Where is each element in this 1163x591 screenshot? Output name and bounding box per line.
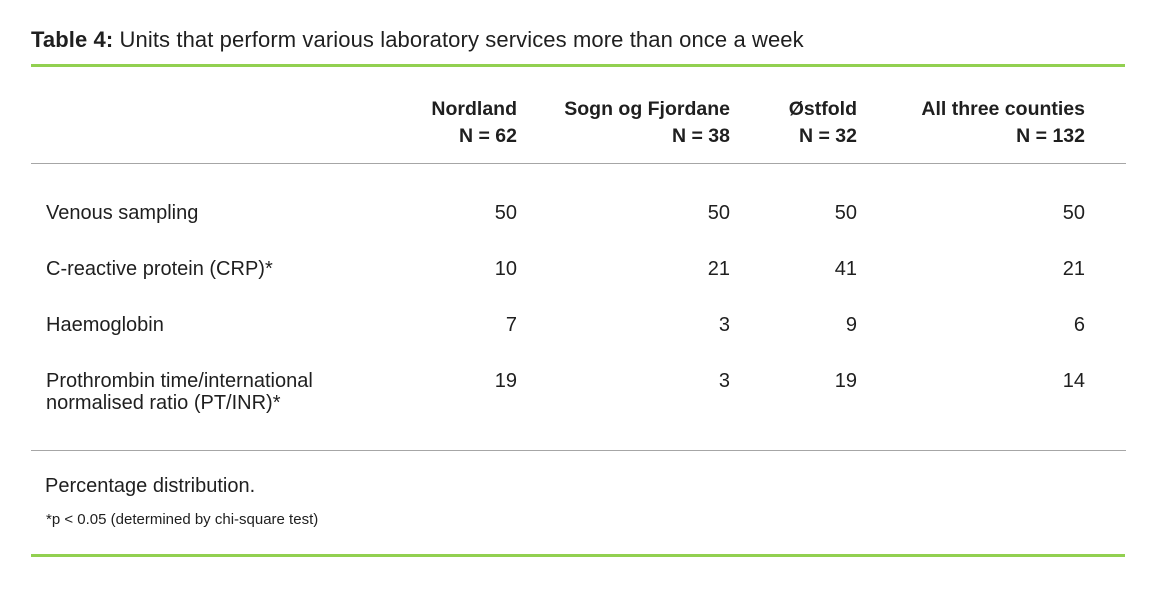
column-sample-size: N = 132: [1016, 125, 1085, 147]
cell-value: 21: [707, 258, 730, 280]
row-label: C-reactive protein (CRP)*: [46, 258, 273, 280]
cell-value: 41: [834, 258, 857, 280]
header-divider: [31, 163, 1126, 164]
footer-divider: [31, 450, 1126, 451]
table-note: Percentage distribution.: [45, 475, 256, 497]
header-cell-sogn-og-fjordane: Sogn og Fjordane N = 38: [517, 96, 730, 150]
spacer: [31, 431, 1163, 450]
cell-value: 50: [834, 202, 857, 224]
table-caption-label: Table 4:: [31, 27, 114, 52]
table-caption-text: Units that perform various laboratory se…: [119, 27, 804, 52]
cell-value: 3: [718, 370, 730, 392]
cell-value: 21: [1062, 258, 1085, 280]
table-row-venous-sampling: Venous sampling 50 50 50 50: [31, 185, 1085, 241]
header-cell-all-three-counties: All three counties N = 132: [857, 96, 1085, 150]
row-label: Haemoglobin: [46, 314, 164, 336]
cell-value: 50: [707, 202, 730, 224]
column-name: Nordland: [431, 98, 517, 120]
cell-value: 50: [494, 202, 517, 224]
column-sample-size: N = 38: [672, 125, 730, 147]
table-footnote: *p < 0.05 (determined by chi-square test…: [46, 511, 319, 528]
row-label: Venous sampling: [46, 202, 199, 224]
table-header-row: Nordland N = 62 Sogn og Fjordane N = 38 …: [31, 67, 1085, 163]
table-row-haemoglobin: Haemoglobin 7 3 9 6: [31, 297, 1085, 353]
paper-table-figure: Table 4: Units that perform various labo…: [31, 26, 1163, 557]
cell-value: 10: [494, 258, 517, 280]
bottom-green-divider: [31, 554, 1125, 557]
table-row-crp: C-reactive protein (CRP)* 10 21 41 21: [31, 241, 1085, 297]
row-label: Prothrombin time/international normalise…: [46, 370, 313, 414]
table-body: Venous sampling 50 50 50 50 C-reactive p…: [31, 164, 1163, 431]
data-table: Nordland N = 62 Sogn og Fjordane N = 38 …: [31, 67, 1163, 451]
column-sample-size: N = 62: [459, 125, 517, 147]
cell-value: 6: [1073, 314, 1085, 336]
cell-value: 19: [494, 370, 517, 392]
spacer: [31, 529, 1163, 554]
table-row-pt-inr: Prothrombin time/international normalise…: [31, 353, 1085, 431]
top-green-divider: [31, 64, 1125, 67]
cell-value: 19: [834, 370, 857, 392]
cell-value: 50: [1062, 202, 1085, 224]
column-sample-size: N = 32: [799, 125, 857, 147]
column-name: All three counties: [921, 98, 1085, 120]
table-caption: Table 4: Units that perform various labo…: [31, 26, 1163, 54]
cell-value: 3: [718, 314, 730, 336]
column-name: Østfold: [788, 98, 857, 120]
cell-value: 9: [845, 314, 857, 336]
cell-value: 7: [505, 314, 517, 336]
header-cell-empty: [31, 96, 371, 150]
header-cell-nordland: Nordland N = 62: [371, 96, 517, 150]
header-cell-ostfold: Østfold N = 32: [730, 96, 857, 150]
cell-value: 14: [1062, 370, 1085, 392]
column-name: Sogn og Fjordane: [564, 98, 730, 120]
